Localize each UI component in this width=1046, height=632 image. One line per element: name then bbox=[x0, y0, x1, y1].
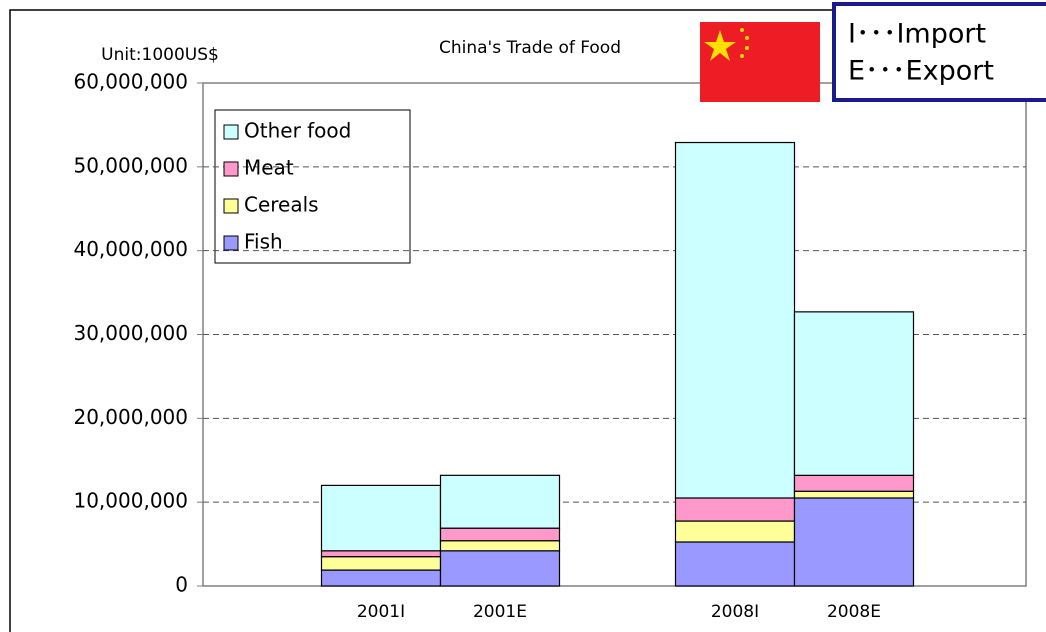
bar-segment bbox=[320, 550, 442, 558]
annotation: I･･･Import bbox=[848, 19, 986, 50]
bar-segment bbox=[439, 527, 561, 542]
x-tick-label: 2001E bbox=[473, 602, 527, 622]
flag-star bbox=[745, 46, 749, 50]
flag-star bbox=[704, 30, 736, 61]
legend-label: Other food bbox=[244, 119, 351, 143]
legend-label: Meat bbox=[244, 156, 294, 180]
legend-swatch bbox=[223, 235, 239, 251]
bar-segment bbox=[674, 520, 796, 543]
flag bbox=[700, 22, 820, 102]
bar-segment bbox=[439, 550, 561, 587]
flag-star bbox=[740, 54, 744, 58]
x-tick-label: 2008I bbox=[711, 602, 759, 622]
bar-segment bbox=[439, 540, 561, 552]
unit-label: Unit:1000US$ bbox=[101, 45, 219, 65]
legend-swatch bbox=[223, 198, 239, 214]
y-tick-label: 40,000,000 bbox=[73, 237, 188, 261]
annotation: E･･･Export bbox=[848, 56, 994, 87]
bar-segment bbox=[320, 556, 442, 571]
bar-segment bbox=[793, 311, 915, 476]
bar-segment bbox=[320, 569, 442, 587]
bar-segment bbox=[674, 541, 796, 587]
note-box bbox=[832, 2, 1046, 102]
x-tick-label: 2001I bbox=[357, 602, 405, 622]
legend-swatch bbox=[223, 161, 239, 177]
y-tick-label: 0 bbox=[175, 573, 188, 597]
bar-segment bbox=[320, 484, 442, 552]
flag-star bbox=[740, 28, 744, 32]
bar-segment bbox=[674, 497, 796, 522]
x-tick-label: 2008E bbox=[827, 602, 881, 622]
legend bbox=[214, 109, 411, 264]
y-tick-label: 50,000,000 bbox=[73, 153, 188, 177]
bar-segment bbox=[674, 141, 796, 499]
bar-segment bbox=[793, 497, 915, 587]
chart-title: China's Trade of Food bbox=[439, 38, 621, 58]
y-tick-label: 60,000,000 bbox=[73, 70, 188, 94]
bar-segment bbox=[793, 490, 915, 499]
flag-star bbox=[745, 36, 749, 40]
y-tick-label: 10,000,000 bbox=[73, 489, 188, 513]
bar-segment bbox=[439, 474, 561, 529]
flag-field bbox=[700, 22, 820, 102]
bar-segment bbox=[793, 474, 915, 492]
legend-label: Fish bbox=[244, 230, 283, 254]
y-tick-label: 30,000,000 bbox=[73, 321, 188, 345]
legend-swatch bbox=[223, 124, 239, 140]
y-tick-label: 20,000,000 bbox=[73, 405, 188, 429]
legend-label: Cereals bbox=[244, 193, 319, 217]
